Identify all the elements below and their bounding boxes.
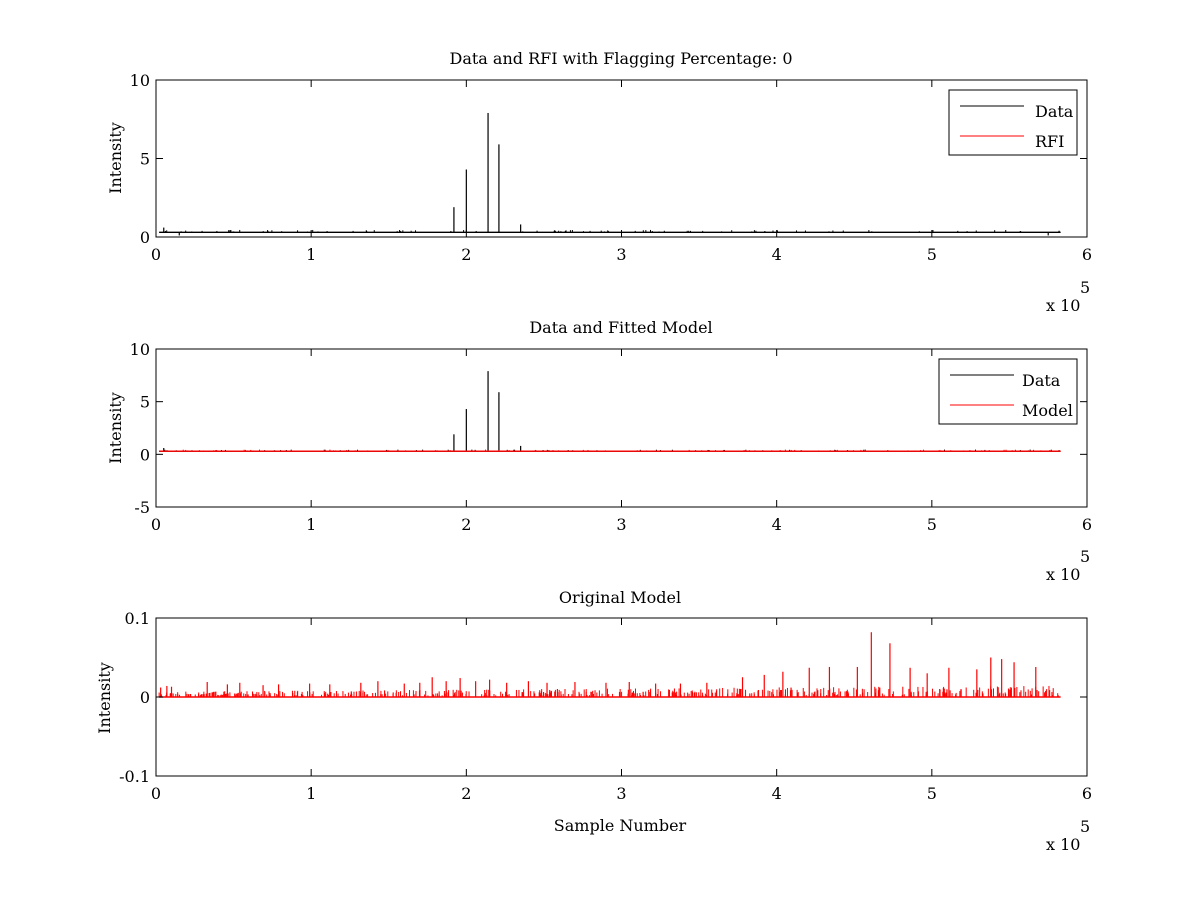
y-tick-label: -0.1 [119, 767, 150, 786]
x-tick-label: 0 [151, 515, 161, 534]
y-axis-label: Intensity [106, 122, 125, 194]
y-tick-label: 0.1 [125, 609, 150, 628]
x-exponent-label: 5 [1080, 547, 1090, 566]
x-tick-label: 2 [461, 784, 471, 803]
x-tick-label: 4 [772, 515, 782, 534]
x-exponent-label: 5 [1080, 278, 1090, 297]
x-tick-label: 1 [306, 784, 316, 803]
y-axis-label: Intensity [95, 662, 114, 734]
x-tick-label: 5 [927, 515, 937, 534]
x-multiplier-label: x 10 [1046, 565, 1080, 584]
x-tick-label: 6 [1082, 515, 1092, 534]
x-tick-label: 1 [306, 515, 316, 534]
legend-entry-data: Data [1022, 371, 1061, 390]
series-model [158, 632, 1061, 698]
subplot-data-and-fitted-model: Data and Fitted Model Intensity 0 1 2 3 4 5 6 -… [106, 318, 1092, 584]
legend-entry-data: Data [1035, 102, 1074, 121]
y-tick-label: 10 [130, 71, 150, 90]
x-tick-label: 0 [151, 245, 161, 264]
x-tick-label: 5 [927, 784, 937, 803]
x-multiplier-label: x 10 [1046, 296, 1080, 315]
x-tick-label: 5 [927, 245, 937, 264]
x-tick-label: 1 [306, 245, 316, 264]
x-tick-label: 3 [616, 245, 626, 264]
y-tick-label: 0 [140, 228, 150, 247]
axis-ticks: 0 1 2 3 4 5 6 0 5 10 [130, 71, 1092, 264]
plot-area [159, 112, 1061, 236]
legend-entry-rfi: RFI [1035, 132, 1064, 151]
x-tick-label: 3 [616, 784, 626, 803]
y-tick-label: 0 [140, 688, 150, 707]
series-model [159, 449, 1061, 452]
plot-area [158, 632, 1061, 698]
x-tick-label: 3 [616, 515, 626, 534]
axis-ticks: 0 1 2 3 4 5 6-0.100.1 [119, 609, 1092, 803]
subplot-data-and-rfi: Data and RFI with Flagging Percentage: 0… [106, 49, 1092, 315]
chart-title: Original Model [559, 588, 681, 607]
x-tick-label: 2 [461, 245, 471, 264]
legend-entry-model: Model [1022, 401, 1073, 420]
chart-title: Data and RFI with Flagging Percentage: 0 [449, 49, 792, 68]
chart-title: Data and Fitted Model [529, 318, 712, 337]
x-axis-label: Sample Number [554, 816, 687, 835]
subplot-original-model: Original Model Intensity 0 1 2 3 4 5 6-0.100.1… [95, 588, 1092, 854]
legend: Data RFI [948, 89, 1078, 156]
y-tick-label: 5 [140, 393, 150, 412]
y-axis-label: Intensity [106, 392, 125, 464]
y-tick-label: 10 [130, 340, 150, 359]
x-tick-label: 6 [1082, 245, 1092, 264]
x-tick-label: 4 [772, 245, 782, 264]
x-exponent-label: 5 [1080, 817, 1090, 836]
x-multiplier-label: x 10 [1046, 835, 1080, 854]
plot-area [159, 371, 1061, 452]
legend: Data Model [938, 358, 1078, 425]
x-tick-label: 2 [461, 515, 471, 534]
series-data [159, 112, 1061, 236]
x-tick-label: 6 [1082, 784, 1092, 803]
y-tick-label: -5 [134, 498, 150, 517]
y-tick-label: 5 [140, 150, 150, 169]
x-tick-label: 0 [151, 784, 161, 803]
x-tick-label: 4 [772, 784, 782, 803]
y-tick-label: 0 [140, 445, 150, 464]
